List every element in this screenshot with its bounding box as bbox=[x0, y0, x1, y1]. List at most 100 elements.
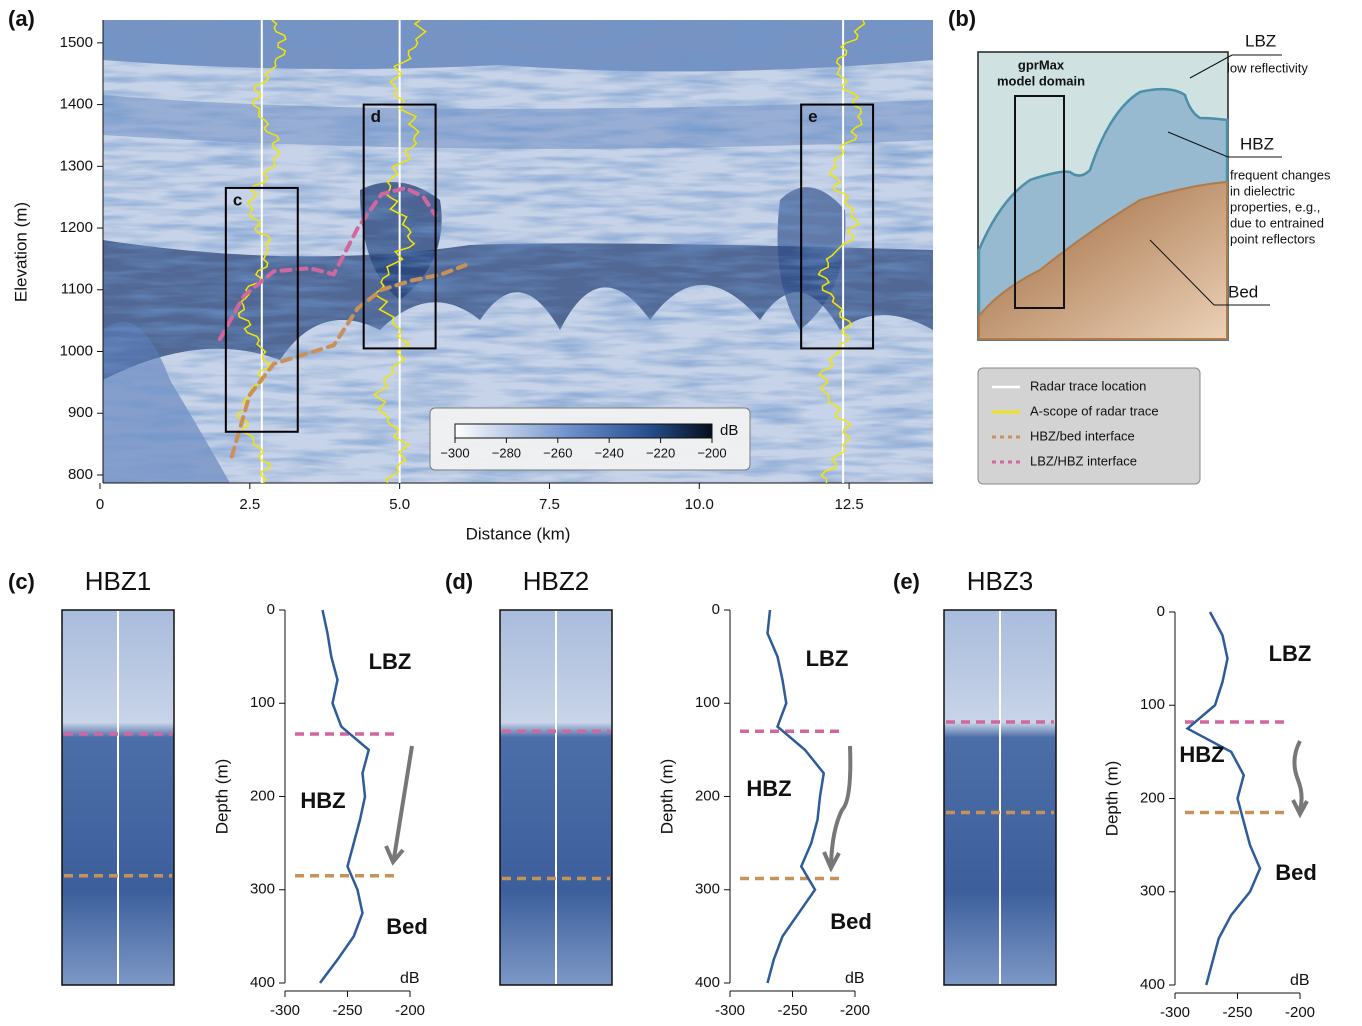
y-tick-label: 1400 bbox=[60, 96, 93, 113]
y-axis-title: Depth (m) bbox=[657, 759, 676, 835]
x-tick-label: -250 bbox=[1222, 1004, 1252, 1021]
x-tick-label: -250 bbox=[777, 1002, 807, 1019]
zone-label: HBZ bbox=[300, 788, 345, 813]
panel-label: (e) bbox=[893, 569, 920, 594]
colorbar-tick-label: −220 bbox=[646, 445, 675, 460]
a-scope-trace bbox=[817, 20, 866, 483]
y-tick-label: 1200 bbox=[60, 219, 93, 236]
leader bbox=[1149, 239, 1215, 306]
arrow bbox=[822, 745, 853, 873]
zone-label: LBZ bbox=[806, 646, 849, 671]
x-axis-title: dB bbox=[1290, 972, 1310, 989]
x-tick-label: -300 bbox=[715, 1002, 745, 1019]
y-tick-label: 800 bbox=[68, 466, 93, 483]
colorbar-box bbox=[429, 407, 751, 471]
colorbar-tick-label: −200 bbox=[697, 445, 726, 460]
x-tick-label: -200 bbox=[840, 1002, 870, 1019]
interface-line bbox=[229, 263, 468, 459]
model-domain bbox=[1014, 95, 1065, 309]
bed-region bbox=[978, 180, 1228, 340]
hbz-note: due to entrained bbox=[1230, 215, 1324, 230]
y-tick-label: 300 bbox=[1140, 883, 1165, 900]
y-tick-label: 100 bbox=[695, 694, 720, 711]
legend-label: A-scope of radar trace bbox=[1030, 403, 1159, 418]
diagram: (b) gprMax model domain LBZ low reflecti… bbox=[948, 6, 1331, 341]
profile-line bbox=[319, 609, 371, 984]
inset-box bbox=[800, 103, 875, 350]
y-tick-label: 900 bbox=[68, 404, 93, 421]
zone-label: HBZ bbox=[1179, 742, 1224, 767]
profile-line bbox=[1185, 611, 1262, 986]
colorbar-tick-label: −260 bbox=[543, 445, 572, 460]
y-axis-title: Depth (m) bbox=[1102, 761, 1121, 837]
panel-label: (d) bbox=[445, 569, 473, 594]
y-tick-label: 100 bbox=[1140, 696, 1165, 713]
y-tick-label: 400 bbox=[250, 974, 275, 991]
profile-line bbox=[766, 609, 826, 984]
y-tick-label: 200 bbox=[1140, 789, 1165, 806]
hbz-note: frequent changes bbox=[1230, 167, 1331, 182]
colorbar-tick-label: −240 bbox=[595, 445, 624, 460]
x-tick-label: -200 bbox=[395, 1002, 425, 1019]
domain-label: gprMax bbox=[1018, 57, 1065, 72]
hbz-note: in dielectric bbox=[1230, 183, 1296, 198]
inset-box bbox=[362, 103, 437, 350]
hbz-note: point reflectors bbox=[1230, 231, 1316, 246]
leader bbox=[1167, 131, 1229, 158]
colorbar bbox=[454, 423, 713, 439]
radargram-image bbox=[103, 20, 933, 483]
legend-label: Radar trace location bbox=[1030, 378, 1146, 393]
y-axis-title: Elevation (m) bbox=[11, 202, 30, 302]
zone-label: LBZ bbox=[1269, 641, 1312, 666]
y-tick-label: 200 bbox=[250, 787, 275, 804]
zone-label: Bed bbox=[1275, 860, 1317, 885]
colorbar-label: dB bbox=[720, 422, 738, 439]
legend-label: HBZ/bed interface bbox=[1030, 428, 1135, 443]
hbz-note: properties, e.g., bbox=[1230, 199, 1320, 214]
image-title: HBZ3 bbox=[967, 566, 1033, 596]
x-tick-label: 0 bbox=[96, 496, 104, 513]
colorbar-tick-label: −300 bbox=[440, 445, 469, 460]
zone-label: HBZ bbox=[746, 776, 791, 801]
x-tick-label: -300 bbox=[270, 1002, 300, 1019]
x-tick-label: -300 bbox=[1160, 1004, 1190, 1021]
y-tick-label: 400 bbox=[1140, 976, 1165, 993]
x-tick-label: 5.0 bbox=[389, 496, 410, 513]
x-axis-title: dB bbox=[400, 970, 420, 987]
bed-label: Bed bbox=[1228, 282, 1258, 301]
interface-line bbox=[217, 185, 438, 342]
y-tick-label: 0 bbox=[712, 601, 720, 618]
image-title: HBZ1 bbox=[85, 566, 151, 596]
arrow bbox=[384, 745, 414, 866]
y-tick-label: 300 bbox=[695, 881, 720, 898]
x-tick-label: 2.5 bbox=[239, 496, 260, 513]
y-tick-label: 1100 bbox=[61, 281, 93, 298]
legend-label: LBZ/HBZ interface bbox=[1030, 453, 1137, 468]
x-tick-label: -200 bbox=[1285, 1004, 1315, 1021]
colorbar-tick-label: −280 bbox=[492, 445, 521, 460]
domain-label: model domain bbox=[997, 73, 1085, 88]
zone-label: Bed bbox=[386, 914, 428, 939]
panel-label: (b) bbox=[948, 6, 976, 31]
arrow bbox=[1291, 740, 1309, 819]
y-tick-label: 1000 bbox=[60, 342, 93, 359]
y-tick-label: 1500 bbox=[60, 34, 93, 51]
y-tick-label: 0 bbox=[267, 601, 275, 618]
image-title: HBZ2 bbox=[523, 566, 589, 596]
inset-label: e bbox=[808, 107, 817, 126]
y-tick-label: 400 bbox=[695, 974, 720, 991]
lbz-label: LBZ bbox=[1245, 31, 1276, 50]
inset-box bbox=[224, 186, 299, 433]
y-tick-label: 1300 bbox=[60, 157, 93, 174]
x-axis-title: dB bbox=[845, 970, 865, 987]
zone-label: LBZ bbox=[369, 649, 412, 674]
lbz-note: low reflectivity bbox=[1227, 60, 1308, 75]
a-scope-trace bbox=[372, 20, 427, 483]
panel-label: (a) bbox=[8, 6, 35, 31]
x-tick-label: -250 bbox=[332, 1002, 362, 1019]
inset-label: d bbox=[371, 107, 381, 126]
y-tick-label: 100 bbox=[250, 694, 275, 711]
legend bbox=[977, 367, 1201, 485]
y-tick-label: 0 bbox=[1157, 603, 1165, 620]
